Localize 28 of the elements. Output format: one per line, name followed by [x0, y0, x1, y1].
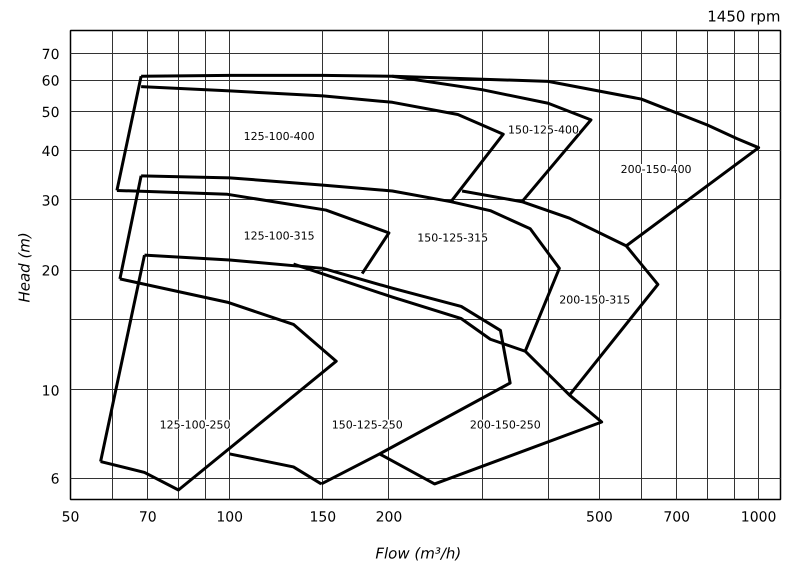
x-axis-title: Flow (m³/h) — [375, 544, 462, 562]
annotation: 150-125-400 — [508, 123, 579, 136]
annotation: 200-150-400 — [620, 162, 692, 176]
x-tick-label: 700 — [663, 510, 690, 526]
y-tick-label: 60 — [42, 74, 60, 90]
annotation: 200-150-250 — [470, 418, 541, 432]
x-tick-label: 50 — [62, 510, 80, 526]
y-tick-label: 30 — [42, 193, 60, 210]
chart-title: 1450 rpm — [707, 8, 781, 26]
x-tick-label: 100 — [216, 510, 244, 526]
x-tick-label: 500 — [586, 510, 613, 526]
annotation: 125-100-400 — [244, 130, 315, 143]
x-tick-label: 150 — [309, 510, 336, 526]
annotation: 200-150-315 — [559, 294, 630, 307]
x-tick-label: 70 — [138, 510, 157, 526]
annotation: 125-100-315 — [244, 229, 315, 242]
y-tick-label: 10 — [42, 383, 60, 400]
y-tick-label: 50 — [42, 105, 60, 122]
y-tick-label: 6 — [50, 472, 60, 488]
annotation: 125-100-250 — [160, 418, 231, 432]
y-tick-label: 40 — [42, 144, 60, 160]
annotation: 150-125-250 — [332, 418, 403, 432]
y-axis-title: Head (m) — [16, 232, 34, 303]
annotation: 150-125-315 — [417, 232, 488, 245]
y-tick-label: 70 — [42, 47, 60, 64]
x-tick-label: 1000 — [740, 510, 776, 526]
y-tick-label: 20 — [42, 264, 60, 280]
x-tick-label: 200 — [376, 510, 402, 526]
